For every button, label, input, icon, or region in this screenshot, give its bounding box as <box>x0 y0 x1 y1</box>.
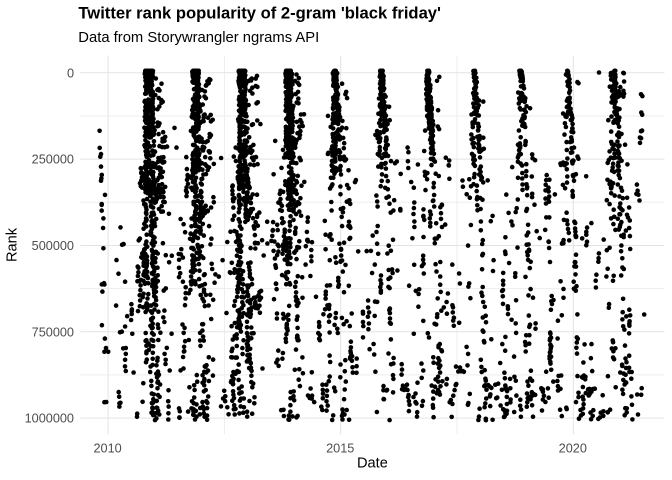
svg-text:Rank: Rank <box>5 227 21 262</box>
svg-text:2010: 2010 <box>93 442 121 456</box>
svg-text:Data from Storywrangler ngrams: Data from Storywrangler ngrams API <box>78 30 319 46</box>
svg-text:1000000: 1000000 <box>25 412 74 426</box>
svg-text:Date: Date <box>357 456 388 472</box>
svg-text:Twitter rank popularity of 2-g: Twitter rank popularity of 2-gram 'black… <box>78 4 441 23</box>
svg-text:500000: 500000 <box>32 239 74 253</box>
svg-text:0: 0 <box>67 66 74 80</box>
svg-text:2020: 2020 <box>559 442 587 456</box>
svg-text:750000: 750000 <box>32 325 74 339</box>
svg-text:2015: 2015 <box>326 442 354 456</box>
svg-text:250000: 250000 <box>32 153 74 167</box>
